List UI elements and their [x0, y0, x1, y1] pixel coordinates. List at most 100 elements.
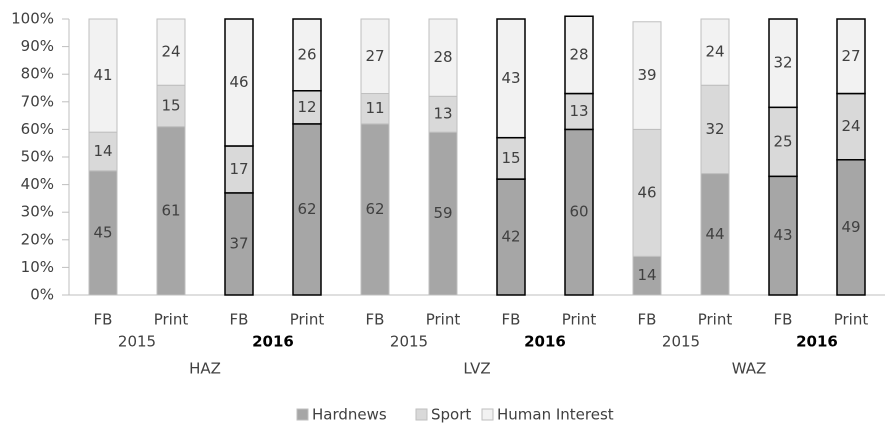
- x-tick-label: FB: [638, 311, 657, 329]
- y-tick-label: 100%: [11, 10, 54, 28]
- data-label: 46: [637, 183, 656, 201]
- bar-segment: [496, 18, 526, 139]
- year-label: 2015: [390, 333, 428, 351]
- y-tick-label: 90%: [21, 37, 54, 55]
- data-label: 61: [161, 201, 180, 219]
- x-tick-label: Print: [562, 311, 597, 329]
- bar-segment: [88, 170, 118, 296]
- bar-segment: [224, 192, 254, 296]
- bar-segment: [292, 123, 322, 296]
- bar-segment: [836, 18, 866, 95]
- data-label: 37: [229, 234, 248, 252]
- year-label: 2016: [796, 333, 838, 351]
- bar-segment: [224, 145, 254, 194]
- bar-segment: [700, 18, 730, 86]
- outlet-label: HAZ: [189, 360, 221, 378]
- bar-segment: [632, 128, 662, 257]
- data-label: 60: [569, 203, 588, 221]
- data-label: 24: [705, 43, 724, 61]
- bar-segment: [428, 95, 458, 133]
- x-tick-label: FB: [94, 311, 113, 329]
- data-label: 49: [841, 218, 860, 236]
- bar-segment: [156, 84, 186, 128]
- data-label: 43: [501, 69, 520, 87]
- bar-segment: [564, 128, 594, 296]
- x-tick-label: Print: [290, 311, 325, 329]
- data-label: 62: [365, 200, 384, 218]
- bar-segment: [564, 15, 594, 95]
- data-label: 14: [637, 266, 656, 284]
- data-label: 27: [365, 47, 384, 65]
- bar-segment: [768, 106, 798, 178]
- data-label: 13: [433, 105, 452, 123]
- outlet-label: WAZ: [732, 360, 767, 378]
- data-label: 41: [93, 66, 112, 84]
- y-tick-label: 0%: [30, 286, 54, 304]
- bar-segment: [360, 18, 390, 95]
- data-label: 15: [161, 96, 180, 114]
- data-label: 28: [433, 48, 452, 66]
- y-tick-label: 80%: [21, 65, 54, 83]
- bar-segment: [360, 93, 390, 125]
- bar-segment: [428, 131, 458, 296]
- y-tick-label: 60%: [21, 120, 54, 138]
- year-label: 2015: [118, 333, 156, 351]
- data-label: 27: [841, 47, 860, 65]
- bar-segment: [88, 18, 118, 133]
- data-label: 12: [297, 98, 316, 116]
- data-label: 24: [841, 117, 860, 135]
- data-label: 43: [773, 226, 792, 244]
- year-label: 2016: [524, 333, 566, 351]
- data-label: 45: [93, 223, 112, 241]
- bar-segment: [768, 18, 798, 109]
- bar-segment: [836, 92, 866, 161]
- x-tick-label: FB: [366, 311, 385, 329]
- data-label: 62: [297, 200, 316, 218]
- bar-segment: [632, 255, 662, 296]
- bar-segment: [156, 18, 186, 86]
- bar-segment: [292, 18, 322, 92]
- x-tick-label: Print: [698, 311, 733, 329]
- data-label: 28: [569, 45, 588, 63]
- x-tick-label: FB: [502, 311, 521, 329]
- y-tick-label: 10%: [21, 258, 54, 276]
- data-label: 15: [501, 149, 520, 167]
- year-label: 2016: [252, 333, 294, 351]
- legend-swatch: [415, 408, 428, 421]
- data-label: 59: [433, 204, 452, 222]
- data-label: 42: [501, 228, 520, 246]
- data-label: 11: [365, 99, 384, 117]
- x-tick-label: FB: [774, 311, 793, 329]
- x-tick-label: Print: [154, 311, 189, 329]
- bar-segment: [156, 126, 186, 296]
- y-tick-label: 70%: [21, 92, 54, 110]
- data-label: 39: [637, 66, 656, 84]
- legend-label: Hardnews: [312, 406, 387, 424]
- data-label: 14: [93, 142, 112, 160]
- y-tick-label: 30%: [21, 203, 54, 221]
- year-label: 2015: [662, 333, 700, 351]
- data-label: 13: [569, 102, 588, 120]
- outlet-label: LVZ: [463, 360, 490, 378]
- data-label: 32: [705, 120, 724, 138]
- bar-segment: [768, 175, 798, 296]
- data-label: 25: [773, 132, 792, 150]
- y-tick-label: 40%: [21, 175, 54, 193]
- data-label: 46: [229, 73, 248, 91]
- bar-segment: [360, 123, 390, 296]
- x-tick-label: Print: [834, 311, 869, 329]
- data-label: 26: [297, 45, 316, 63]
- data-label: 24: [161, 43, 180, 61]
- legend-label: Sport: [431, 406, 471, 424]
- bar-segment: [632, 21, 662, 130]
- legend-swatch: [296, 408, 309, 421]
- y-tick-label: 20%: [21, 230, 54, 248]
- bar-segment: [224, 18, 254, 147]
- legend-swatch: [481, 408, 494, 421]
- bar-segment: [88, 131, 118, 172]
- bar-segment: [700, 84, 730, 175]
- data-label: 32: [773, 54, 792, 72]
- bar-segment: [428, 18, 458, 97]
- y-tick-label: 50%: [21, 148, 54, 166]
